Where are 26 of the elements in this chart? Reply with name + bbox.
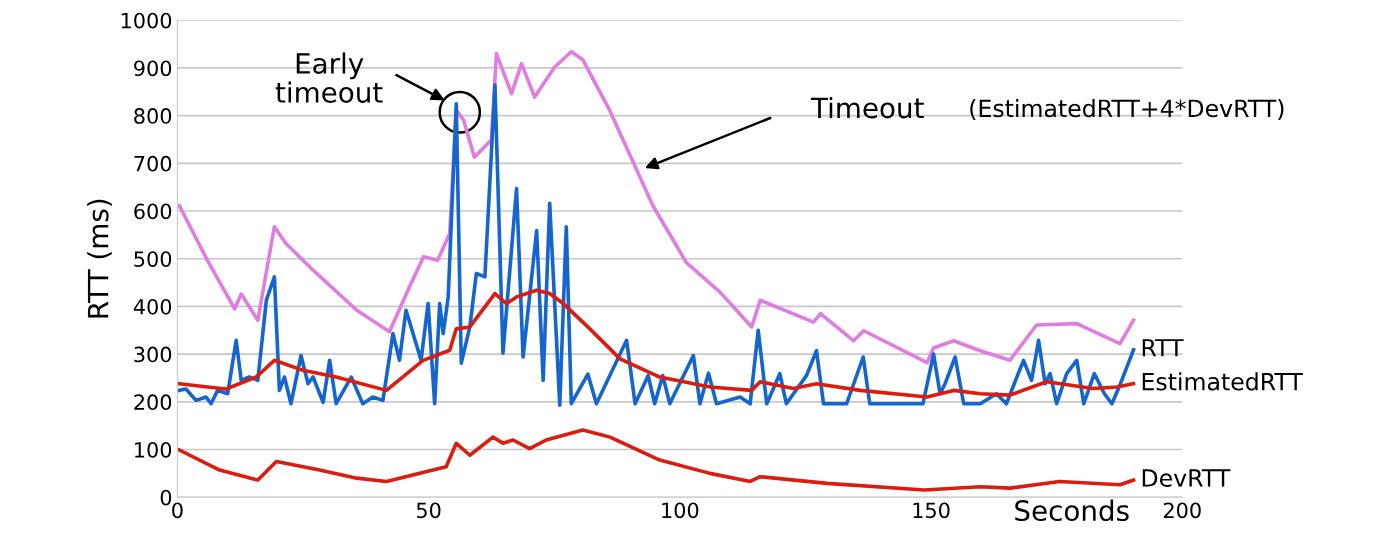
y-tick-label: 0	[160, 489, 172, 506]
annotation: (EstimatedRTT+4*DevRTT)	[970, 98, 1284, 121]
x-tick-label: 200	[1163, 502, 1201, 519]
line-series	[177, 428, 1136, 492]
series-label: DevRTT	[1142, 469, 1231, 487]
y-tick-label: 700	[134, 155, 172, 172]
y-tick-label: 200	[134, 394, 172, 411]
y-tick-label: 500	[134, 251, 172, 267]
series-label: EstimatedRTT	[1142, 372, 1303, 391]
y-tick-label: 1000	[121, 12, 172, 29]
line-series	[177, 288, 1136, 399]
annotation: Timeout	[810, 96, 924, 119]
y-tick-label: 300	[134, 346, 172, 363]
y-tick-label: 600	[134, 203, 172, 220]
y-tick-label: 400	[133, 298, 172, 315]
series-label: RTT	[1142, 339, 1184, 357]
y-tick-label: 900	[134, 60, 172, 77]
x-tick-label: 150	[913, 502, 950, 519]
y-tick-label: 100	[135, 441, 172, 458]
annotation: Early timeout	[275, 52, 383, 103]
y-tick-label: 800	[134, 108, 172, 124]
x-tick-label: 100	[662, 502, 699, 519]
x-tick-label: 0	[172, 502, 183, 519]
x-tick-label: 50	[416, 502, 441, 519]
x-axis-title: Seconds	[1015, 499, 1129, 522]
y-axis-title: RTT (ms)	[87, 199, 112, 318]
